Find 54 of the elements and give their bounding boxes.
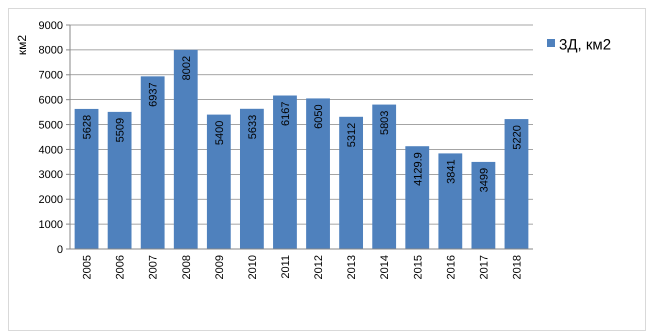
data-label: 6937: [148, 82, 160, 107]
x-tick-label: 2013: [346, 255, 358, 280]
x-tick-label: 2017: [478, 255, 490, 280]
x-tick-label: 2009: [214, 255, 226, 280]
data-label: 5509: [114, 118, 127, 142]
y-tick-label: 8000: [38, 44, 63, 57]
bar: [471, 162, 496, 249]
data-label: 5220: [511, 125, 524, 150]
y-tick-label: 1000: [38, 218, 63, 231]
y-tick-label: 4000: [38, 144, 63, 156]
data-label: 3841: [445, 159, 458, 184]
x-tick-label: 2010: [246, 255, 259, 280]
bar: [273, 96, 297, 249]
x-tick-label: 2007: [148, 255, 160, 280]
bar: [240, 108, 264, 249]
bar: [108, 112, 132, 249]
x-tick-label: 2012: [313, 255, 326, 280]
y-tick-label: 5000: [38, 119, 63, 132]
bar: [140, 76, 165, 249]
x-tick-label: 2006: [114, 255, 127, 280]
x-tick-label: 2005: [82, 255, 94, 280]
x-tick-label: 2018: [511, 255, 524, 280]
y-axis-title: км2: [15, 34, 29, 56]
x-tick-label: 2015: [412, 255, 424, 280]
data-label: 3499: [478, 168, 490, 192]
data-label: 8002: [180, 56, 193, 80]
x-tick-label: 2016: [445, 255, 458, 280]
bar: [306, 98, 330, 249]
y-tick-label: 2000: [38, 194, 63, 206]
data-label: 5628: [82, 114, 94, 140]
bar: [74, 108, 98, 249]
bar: [339, 116, 364, 249]
y-tick-label: 7000: [38, 70, 63, 82]
data-label: 5803: [379, 110, 392, 136]
bar: [405, 146, 430, 249]
y-tick-label: 3000: [38, 169, 63, 182]
data-label: 5633: [246, 114, 259, 140]
bar: [504, 119, 528, 249]
bar: [206, 114, 231, 249]
data-label: 5312: [346, 122, 358, 148]
x-tick-label: 2011: [280, 255, 292, 279]
data-label: 4129.9: [412, 152, 424, 186]
bar: [438, 153, 462, 249]
bar: [372, 104, 396, 249]
bar: [174, 50, 198, 249]
data-label: 6050: [313, 104, 326, 129]
data-label: 6167: [280, 102, 292, 126]
y-tick-label: 6000: [38, 94, 63, 107]
y-tick-label: 9000: [38, 20, 63, 32]
y-tick-label: 0: [56, 244, 63, 256]
data-label: 5400: [214, 120, 226, 146]
legend-label: 3Д, км2: [559, 36, 612, 54]
x-tick-label: 2014: [379, 255, 392, 280]
x-tick-label: 2008: [180, 255, 193, 280]
